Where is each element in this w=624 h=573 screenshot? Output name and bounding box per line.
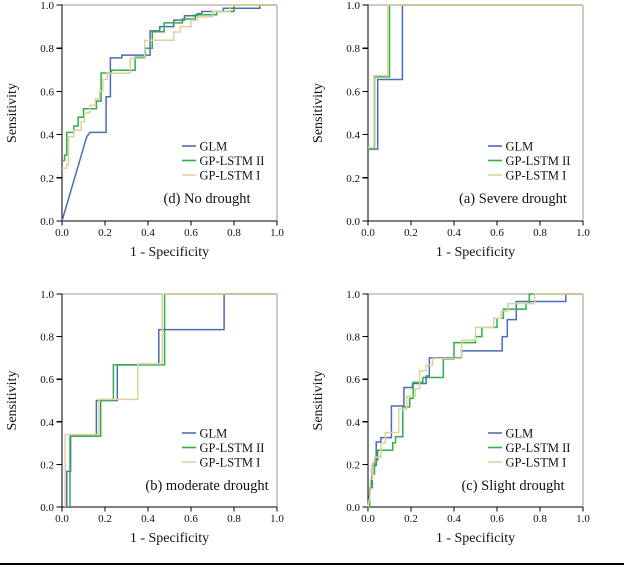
x-tick-label: 0.0 xyxy=(55,513,69,525)
y-tick-label: 1.0 xyxy=(40,289,54,301)
x-tick-label: 0.0 xyxy=(55,227,69,239)
x-tick-label: 0.4 xyxy=(141,513,155,525)
roc-chart-c: 0.0 0.2 0.4 0.6 0.8 1.0 0.0 0.2 0.4 0.6 0.8 1.0 1 - … xyxy=(311,289,590,546)
series-glm xyxy=(368,4,583,150)
x-tick-label: 0.8 xyxy=(227,513,241,525)
figure-bottom-rule xyxy=(0,563,624,565)
roc-chart-b: 0.0 0.2 0.4 0.6 0.8 1.0 0.0 0.2 0.4 0.6 0.8 1.0 1 - … xyxy=(5,289,284,546)
y-axis-title: Sensitivity xyxy=(311,83,326,143)
y-tick-label: 1.0 xyxy=(346,289,360,301)
y-tick-label: 1.0 xyxy=(40,0,54,12)
x-tick-label: 0.4 xyxy=(141,227,155,239)
legend-label: GLM xyxy=(200,427,228,441)
series-gp-lstm-ii xyxy=(368,293,583,508)
chart-caption: (b) moderate drought xyxy=(145,478,268,494)
y-tick-label: 0.8 xyxy=(346,43,360,55)
x-tick-label: 1.0 xyxy=(576,513,590,525)
legend-label: GP-LSTM I xyxy=(506,456,567,470)
y-tick-label: 0.4 xyxy=(346,417,360,429)
legend-label: GLM xyxy=(506,427,534,441)
legend-label: GP-LSTM II xyxy=(200,441,265,455)
x-tick-label: 0.6 xyxy=(184,513,198,525)
series-glm xyxy=(61,4,277,222)
y-tick-label: 0.2 xyxy=(346,459,360,471)
series-glm xyxy=(367,293,583,508)
series-gp-lstm-i xyxy=(367,293,583,508)
y-axis-title: Sensitivity xyxy=(5,371,20,431)
y-axis-title: Sensitivity xyxy=(5,83,20,143)
legend-label: GLM xyxy=(506,140,534,154)
y-tick-label: 0.2 xyxy=(346,173,360,185)
x-tick-label: 0.6 xyxy=(490,227,504,239)
roc-chart-d: 0.0 0.2 0.4 0.6 0.8 1.0 0.0 0.2 0.4 0.6 0.8 1.0 1 - … xyxy=(5,0,284,260)
legend-label: GLM xyxy=(200,140,228,154)
series-gp-lstm-ii xyxy=(368,4,583,150)
y-tick-label: 0.6 xyxy=(346,374,360,386)
y-tick-label: 0.2 xyxy=(40,173,54,185)
x-tick-label: 0.2 xyxy=(98,513,112,525)
x-tick-label: 0.2 xyxy=(98,227,112,239)
y-tick-label: 0.4 xyxy=(346,130,360,142)
x-tick-label: 1.0 xyxy=(270,513,284,525)
legend-label: GP-LSTM I xyxy=(200,169,261,183)
series-gp-lstm-i xyxy=(62,4,277,169)
x-tick-label: 0.6 xyxy=(184,227,198,239)
y-tick-label: 0.8 xyxy=(346,332,360,344)
roc-chart-a: 0.0 0.2 0.4 0.6 0.8 1.0 0.0 0.2 0.4 0.6 0.8 1.0 1 - … xyxy=(311,0,590,260)
y-tick-label: 0.6 xyxy=(40,86,54,98)
legend-label: GP-LSTM II xyxy=(506,154,571,168)
x-tick-label: 0.0 xyxy=(361,227,375,239)
y-tick-label: 0.8 xyxy=(40,43,54,55)
x-tick-label: 0.2 xyxy=(404,227,418,239)
y-tick-label: 0.0 xyxy=(346,502,360,514)
chart-caption: (d) No drought xyxy=(164,191,251,207)
chart-caption: (c) Slight drought xyxy=(461,478,564,494)
x-tick-label: 1.0 xyxy=(576,227,590,239)
legend-label: GP-LSTM I xyxy=(506,169,567,183)
x-axis-title: 1 - Specificity xyxy=(130,245,209,260)
x-tick-label: 0.2 xyxy=(404,513,418,525)
x-tick-label: 0.4 xyxy=(447,227,461,239)
x-axis-title: 1 - Specificity xyxy=(130,531,209,546)
legend-label: GP-LSTM I xyxy=(200,456,261,470)
x-tick-label: 0.0 xyxy=(361,513,375,525)
legend-label: GP-LSTM II xyxy=(200,154,265,168)
x-tick-label: 0.4 xyxy=(447,513,461,525)
y-axis-title: Sensitivity xyxy=(311,371,326,431)
x-axis-title: 1 - Specificity xyxy=(436,245,515,260)
legend-label: GP-LSTM II xyxy=(506,441,571,455)
y-tick-label: 0.0 xyxy=(40,502,54,514)
y-tick-label: 0.6 xyxy=(346,86,360,98)
x-tick-label: 1.0 xyxy=(270,227,284,239)
x-tick-label: 0.6 xyxy=(490,513,504,525)
y-tick-label: 0.8 xyxy=(40,332,54,344)
y-tick-label: 0.0 xyxy=(40,216,54,228)
series-glm xyxy=(65,293,277,507)
chart-caption: (a) Severe drought xyxy=(459,191,567,207)
y-tick-label: 0.0 xyxy=(346,216,360,228)
series-gp-lstm-i xyxy=(368,4,583,149)
y-tick-label: 0.4 xyxy=(40,130,54,142)
series-gp-lstm-ii xyxy=(69,293,277,507)
x-tick-label: 0.8 xyxy=(227,227,241,239)
series-gp-lstm-ii xyxy=(62,4,277,162)
y-tick-label: 0.6 xyxy=(40,374,54,386)
x-axis-title: 1 - Specificity xyxy=(436,531,515,546)
y-tick-label: 1.0 xyxy=(346,0,360,12)
series-gp-lstm-i xyxy=(64,293,277,507)
y-tick-label: 0.2 xyxy=(40,459,54,471)
x-tick-label: 0.8 xyxy=(533,513,547,525)
y-tick-label: 0.4 xyxy=(40,417,54,429)
x-tick-label: 0.8 xyxy=(533,227,547,239)
